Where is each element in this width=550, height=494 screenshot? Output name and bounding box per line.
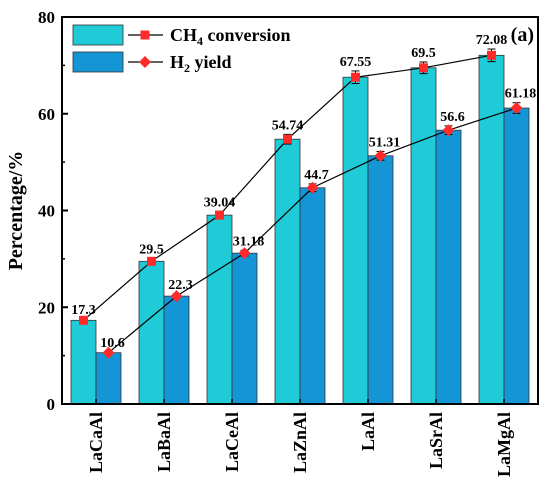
panel-label: (a) bbox=[511, 24, 534, 46]
legend-label-rest-1: yield bbox=[190, 52, 232, 72]
data-label-s1-3: 44.7 bbox=[304, 168, 329, 183]
marker-s1-6 bbox=[510, 102, 523, 115]
x-tick-label-3: LaZnAl bbox=[290, 412, 310, 473]
legend-label-base-1: H bbox=[170, 52, 184, 72]
marker-s1-5 bbox=[442, 124, 455, 137]
data-label-s1-6: 61.18 bbox=[505, 87, 537, 102]
data-label-s0-6: 72.08 bbox=[476, 33, 508, 48]
y-axis: 0 20 40 60 80 bbox=[38, 8, 68, 414]
data-labels-layer: 17.3 29.5 39.04 54.74 67.55 69.5 72.08 10.6 22.3… bbox=[71, 33, 536, 351]
marker-s1-1 bbox=[170, 290, 183, 303]
legend-swatch-1 bbox=[72, 51, 124, 73]
marker-s0-1 bbox=[147, 256, 156, 266]
x-tick-label-6: LaMgAl bbox=[494, 412, 514, 477]
data-label-s0-5: 69.5 bbox=[411, 46, 436, 61]
x-tick-label-1: LaBaAl bbox=[154, 412, 174, 472]
legend-label-subscript-0: 4 bbox=[197, 34, 203, 48]
y-tick-label-0: 0 bbox=[47, 395, 56, 414]
bar-s1-1 bbox=[163, 295, 190, 405]
legend-label-rest-0: conversion bbox=[203, 25, 291, 45]
data-label-s0-2: 39.04 bbox=[204, 195, 236, 210]
bars-layer bbox=[70, 54, 530, 405]
bar-s0-1 bbox=[138, 260, 165, 405]
data-label-s1-4: 51.31 bbox=[369, 135, 401, 150]
marker-s0-2 bbox=[215, 210, 224, 220]
data-label-s0-4: 67.55 bbox=[340, 55, 372, 70]
bar-s1-6 bbox=[503, 107, 530, 405]
bar-s1-4 bbox=[367, 155, 394, 405]
legend-marker-0 bbox=[140, 30, 150, 40]
data-label-s0-1: 29.5 bbox=[139, 242, 164, 257]
x-tick-label-4: LaAl bbox=[358, 412, 378, 451]
y-tick-label-3: 60 bbox=[38, 105, 55, 124]
marker-s1-2 bbox=[238, 247, 251, 260]
marker-s0-3 bbox=[283, 134, 292, 144]
marker-s1-3 bbox=[306, 181, 319, 194]
y-tick-label-2: 40 bbox=[38, 202, 55, 221]
bar-s1-5 bbox=[435, 129, 462, 405]
legend-label-base-0: CH bbox=[170, 25, 197, 45]
x-tick-label-0: LaCaAl bbox=[86, 412, 106, 473]
bar-s0-2 bbox=[206, 214, 233, 405]
x-axis: LaCaAl LaBaAl LaCeAl LaZnAl LaAl LaSrAl LaMgAl bbox=[86, 399, 514, 477]
bar-s0-5 bbox=[410, 67, 437, 405]
y-tick-label-4: 80 bbox=[38, 8, 55, 27]
bar-s0-6 bbox=[478, 54, 505, 405]
legend-label-1: H2 yield bbox=[170, 52, 232, 75]
marker-s1-4 bbox=[374, 149, 387, 162]
x-tick-label-2: LaCeAl bbox=[222, 412, 242, 472]
data-label-s0-0: 17.3 bbox=[71, 303, 96, 318]
bar-s0-3 bbox=[274, 138, 301, 405]
bar-s1-0 bbox=[95, 352, 122, 405]
legend: CH4 conversion H2 yield bbox=[72, 24, 291, 75]
marker-s1-0 bbox=[102, 346, 115, 359]
legend-label-subscript-1: 2 bbox=[184, 61, 190, 75]
markers-layer bbox=[79, 50, 523, 359]
data-label-s1-1: 22.3 bbox=[168, 278, 193, 293]
y-tick-label-1: 20 bbox=[38, 298, 55, 317]
data-label-s0-3: 54.74 bbox=[272, 118, 304, 133]
y-axis-label: Percentage/% bbox=[5, 151, 27, 271]
marker-s0-5 bbox=[419, 63, 428, 73]
marker-s0-6 bbox=[487, 50, 496, 60]
bar-s1-3 bbox=[299, 187, 326, 405]
bar-s0-0 bbox=[70, 319, 97, 405]
legend-swatch-0 bbox=[72, 24, 124, 46]
data-label-s1-2: 31.18 bbox=[233, 234, 265, 249]
x-tick-label-5: LaSrAl bbox=[426, 412, 446, 469]
bar-s1-2 bbox=[231, 252, 258, 405]
legend-marker-1 bbox=[139, 56, 151, 68]
data-label-s1-5: 56.6 bbox=[440, 110, 465, 125]
data-label-s1-0: 10.6 bbox=[100, 336, 125, 351]
marker-s0-4 bbox=[351, 72, 360, 82]
bar-s0-4 bbox=[342, 76, 369, 405]
marker-s0-0 bbox=[79, 315, 88, 325]
legend-label-0: CH4 conversion bbox=[170, 25, 291, 48]
